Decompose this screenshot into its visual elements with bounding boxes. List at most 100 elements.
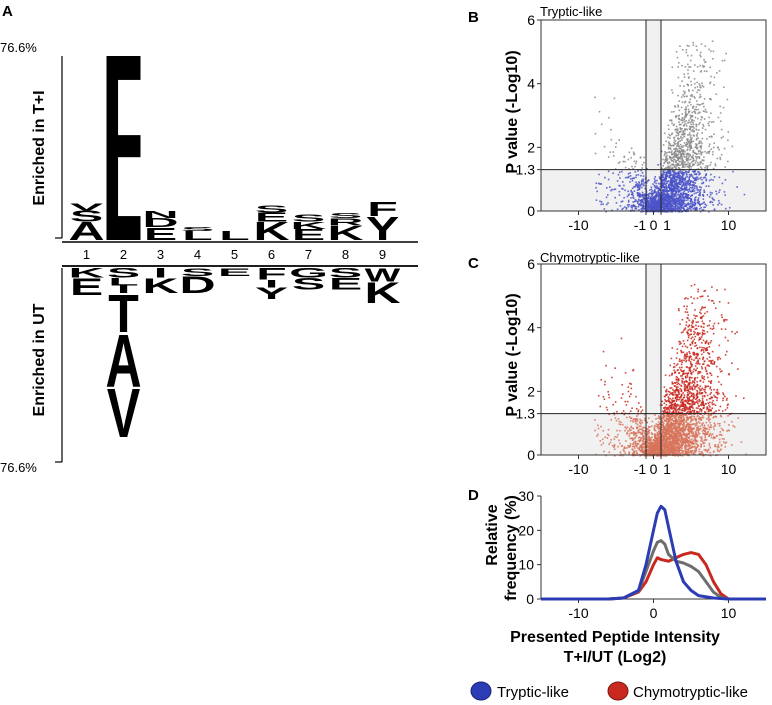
scatter-point [672, 153, 675, 156]
scatter-point [703, 70, 706, 72]
scatter-point [697, 428, 700, 430]
scatter-point [680, 201, 683, 204]
scatter-point [673, 407, 675, 409]
scatter-point [711, 299, 714, 302]
scatter-point [713, 363, 716, 365]
scatter-point [641, 429, 644, 432]
scatter-point [635, 181, 637, 184]
scatter-point [676, 175, 679, 177]
scatter-point [687, 171, 690, 174]
scatter-point [677, 104, 679, 107]
scatter-point [666, 182, 668, 184]
scatter-point [673, 165, 676, 168]
scatter-point [695, 324, 697, 327]
scatter-point [706, 449, 708, 452]
scatter-point [678, 208, 680, 210]
scatter-point [682, 183, 685, 185]
scatter-point [703, 427, 706, 430]
scatter-point [702, 198, 705, 200]
scatter-point [625, 427, 628, 430]
scatter-point [684, 166, 686, 168]
scatter-point [709, 421, 711, 424]
scatter-point [696, 367, 698, 370]
scatter-point [668, 198, 671, 201]
scatter-point [699, 194, 701, 197]
scatter-point [640, 181, 643, 183]
scatter-point [677, 430, 679, 432]
scatter-point [669, 197, 672, 200]
scatter-point [651, 206, 654, 208]
scatter-point [673, 141, 675, 144]
scatter-point [648, 200, 651, 203]
scatter-point [674, 206, 677, 209]
scatter-point [693, 190, 696, 192]
scatter-point [654, 209, 657, 212]
scatter-point [703, 442, 706, 444]
logo-letter-p2-bottom-3: T [108, 284, 139, 344]
scatter-point [706, 347, 709, 349]
scatter-point [631, 165, 633, 168]
scatter-point [685, 189, 687, 191]
scatter-point [706, 433, 709, 436]
scatter-point [682, 189, 684, 191]
scatter-point [691, 181, 694, 183]
scatter-point [698, 416, 700, 418]
scatter-point [657, 452, 660, 454]
scatter-point [644, 446, 647, 448]
scatter-point [674, 106, 677, 108]
scatter-point [686, 138, 688, 141]
scatter-point [664, 151, 666, 153]
scatter-point [683, 453, 686, 456]
scatter-point [704, 386, 707, 389]
scatter-point [696, 400, 699, 402]
scatter-point [689, 138, 692, 141]
scatter-point [689, 205, 692, 207]
scatter-point [665, 423, 668, 426]
scatter-point [708, 145, 710, 148]
scatter-point [663, 197, 665, 199]
scatter-point [682, 420, 685, 423]
scatter-point [656, 179, 658, 182]
scatter-point [689, 186, 692, 189]
scatter-point [673, 177, 676, 179]
scatter-point [717, 358, 719, 361]
scatter-point [685, 172, 688, 175]
y-tick-label: 2 [527, 139, 535, 155]
scatter-point [659, 189, 661, 192]
scatter-point [695, 106, 698, 108]
scatter-point [692, 392, 695, 395]
scatter-point [687, 161, 690, 164]
scatter-point [695, 125, 698, 128]
scatter-point [684, 384, 686, 386]
scatter-point [647, 431, 650, 433]
scatter-point [712, 451, 715, 453]
scatter-point [637, 447, 639, 449]
scatter-point [688, 406, 691, 408]
scatter-point [655, 187, 658, 190]
scatter-point [684, 178, 687, 180]
scatter-point [677, 162, 680, 165]
scatter-point [701, 331, 704, 334]
scatter-point [672, 189, 674, 192]
scatter-point [603, 398, 606, 401]
scatter-point [679, 164, 682, 166]
scatter-point [653, 428, 656, 431]
scatter-point [682, 161, 685, 163]
scatter-point [692, 105, 695, 108]
scatter-point [691, 428, 694, 431]
scatter-point [711, 363, 714, 365]
scatter-point [686, 434, 688, 437]
scatter-point [685, 95, 688, 98]
scatter-point [697, 387, 700, 389]
scatter-point [676, 185, 679, 187]
scatter-point [674, 172, 677, 174]
scatter-point [701, 424, 703, 426]
scatter-point [682, 191, 685, 194]
scatter-point [683, 343, 686, 345]
scatter-point [724, 288, 726, 291]
scatter-point [653, 205, 656, 208]
scatter-point [607, 202, 609, 204]
scatter-point [687, 194, 690, 196]
scatter-point [684, 176, 687, 179]
scatter-point [642, 208, 645, 210]
